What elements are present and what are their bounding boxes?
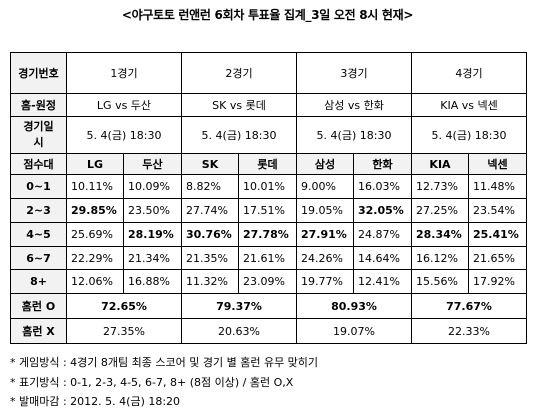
score-row: 6~7 22.29% 21.34% 21.35% 21.61% 24.26% 14.64% 1… [10, 245, 527, 271]
game-4-match: KIA vs 넥센 [411, 93, 527, 118]
note-game-method: * 게임방식 : 4경기 8개팀 최종 스코어 및 경기 별 홈런 유무 맞히기 [10, 356, 319, 369]
game-1-homerun-x: 27.35% [66, 318, 182, 344]
team-header-row: 점수대 LG 두산 SK 롯데 삼성 한화 KIA 넥센 [10, 153, 527, 176]
game-3-date: 5. 4(금) 18:30 [296, 116, 412, 155]
vote-rate-cell: 12.41% [353, 269, 412, 295]
game-number-label: 경기번호 [10, 51, 67, 95]
vote-rate-cell: 30.76% [181, 221, 239, 247]
note-notation: * 표기방식 : 0-1, 2-3, 4-5, 6-7, 8+ (8점 이상) … [10, 375, 294, 389]
game-3-homerun-x: 19.07% [296, 318, 412, 344]
vote-rate-cell: 29.85% [66, 198, 124, 223]
game-1-match: LG vs 두산 [66, 93, 182, 118]
score-range-cell: 0~1 [10, 174, 67, 199]
vote-rate-cell: 27.91% [296, 221, 354, 247]
vote-rate-cell: 14.64% [353, 245, 412, 271]
game-1-number: 1경기 [66, 51, 182, 95]
team-header: 두산 [123, 153, 182, 176]
vote-rate-cell: 19.77% [296, 269, 354, 295]
score-row: 0~1 10.11% 10.09% 8.82% 10.01% 9.00% 16.03% 12.… [10, 174, 527, 199]
game-3-match: 삼성 vs 한화 [296, 93, 412, 118]
team-header: 롯데 [238, 153, 297, 176]
date-row: 경기일시 5. 4(금) 18:30 5. 4(금) 18:30 5. 4(금)… [10, 116, 527, 155]
game-3-homerun-o: 80.93% [296, 293, 412, 320]
game-2-homerun-x: 20.63% [181, 318, 297, 344]
vote-rate-cell: 17.92% [468, 269, 527, 295]
team-header: KIA [411, 153, 469, 176]
team-header: 넥센 [468, 153, 527, 176]
vote-rate-table: 경기번호 1경기 2경기 3경기 4경기 홈-원정 LG vs 두산 SK vs… [10, 51, 527, 344]
vote-rate-cell: 21.34% [123, 245, 182, 271]
homerun-o-row: 홈런 O 72.65% 79.37% 80.93% 77.67% [10, 293, 527, 320]
vote-rate-cell: 24.87% [353, 221, 412, 247]
vote-rate-cell: 27.74% [181, 198, 239, 223]
vote-rate-cell: 24.26% [296, 245, 354, 271]
vote-rate-cell: 16.12% [411, 245, 469, 271]
vote-rate-cell: 22.29% [66, 245, 124, 271]
game-4-date: 5. 4(금) 18:30 [411, 116, 527, 155]
vote-rate-cell: 23.50% [123, 198, 182, 223]
game-1-homerun-o: 72.65% [66, 293, 182, 320]
vote-rate-cell: 15.56% [411, 269, 469, 295]
homerun-x-row: 홈런 X 27.35% 20.63% 19.07% 22.33% [10, 318, 527, 344]
score-range-label: 점수대 [10, 153, 67, 176]
game-number-row: 경기번호 1경기 2경기 3경기 4경기 [10, 51, 527, 95]
team-header: 삼성 [296, 153, 354, 176]
score-rows: 0~1 10.11% 10.09% 8.82% 10.01% 9.00% 16.03% 12.… [10, 174, 527, 295]
score-range-cell: 8+ [10, 269, 67, 295]
score-range-cell: 4~5 [10, 221, 67, 247]
home-away-label: 홈-원정 [10, 93, 67, 118]
vote-rate-cell: 27.25% [411, 198, 469, 223]
notes: * 게임방식 : 4경기 8개팀 최종 스코어 및 경기 별 홈런 유무 맞히기… [10, 353, 530, 412]
vote-rate-cell: 8.82% [181, 174, 239, 199]
game-2-homerun-o: 79.37% [181, 293, 297, 320]
score-range-cell: 2~3 [10, 198, 67, 223]
vote-rate-cell: 21.61% [238, 245, 297, 271]
game-4-homerun-o: 77.67% [411, 293, 527, 320]
homerun-o-label: 홈런 O [10, 293, 67, 320]
vote-rate-cell: 19.05% [296, 198, 354, 223]
vote-rate-cell: 11.32% [181, 269, 239, 295]
game-2-date: 5. 4(금) 18:30 [181, 116, 297, 155]
score-row: 2~3 29.85% 23.50% 27.74% 17.51% 19.05% 32.05% 2… [10, 198, 527, 223]
score-range-cell: 6~7 [10, 245, 67, 271]
vote-rate-cell: 27.78% [238, 221, 297, 247]
vote-rate-cell: 21.35% [181, 245, 239, 271]
vote-rate-cell: 10.01% [238, 174, 297, 199]
vote-rate-cell: 28.34% [411, 221, 469, 247]
homerun-x-label: 홈런 X [10, 318, 67, 344]
page-title: <야구토토 런앤런 6회차 투표율 집계_3일 오전 8시 현재> [121, 8, 414, 22]
home-away-row: 홈-원정 LG vs 두산 SK vs 롯데 삼성 vs 한화 KIA vs 넥… [10, 93, 527, 118]
score-row: 8+ 12.06% 16.88% 11.32% 23.09% 19.77% 12.41% 15… [10, 269, 527, 295]
team-header: 한화 [353, 153, 412, 176]
game-3-number: 3경기 [296, 51, 412, 95]
team-header: SK [181, 153, 239, 176]
vote-rate-cell: 23.54% [468, 198, 527, 223]
date-label: 경기일시 [10, 116, 67, 155]
vote-rate-cell: 17.51% [238, 198, 297, 223]
vote-rate-cell: 10.11% [66, 174, 124, 199]
game-4-homerun-x: 22.33% [411, 318, 527, 344]
vote-rate-cell: 25.69% [66, 221, 124, 247]
game-2-number: 2경기 [181, 51, 297, 95]
vote-rate-cell: 23.09% [238, 269, 297, 295]
vote-rate-cell: 12.73% [411, 174, 469, 199]
game-4-number: 4경기 [411, 51, 527, 95]
note-deadline: * 발매마감 : 2012. 5. 4(금) 18:20 [10, 395, 181, 408]
vote-rate-cell: 16.03% [353, 174, 412, 199]
vote-rate-cell: 11.48% [468, 174, 527, 199]
vote-rate-cell: 28.19% [123, 221, 182, 247]
game-2-match: SK vs 롯데 [181, 93, 297, 118]
game-1-date: 5. 4(금) 18:30 [66, 116, 182, 155]
vote-rate-cell: 12.06% [66, 269, 124, 295]
vote-rate-cell: 32.05% [353, 198, 412, 223]
vote-rate-cell: 16.88% [123, 269, 182, 295]
vote-rate-cell: 10.09% [123, 174, 182, 199]
score-row: 4~5 25.69% 28.19% 30.76% 27.78% 27.91% 24.87% 2… [10, 221, 527, 247]
vote-rate-cell: 25.41% [468, 221, 527, 247]
vote-rate-cell: 21.65% [468, 245, 527, 271]
vote-rate-cell: 9.00% [296, 174, 354, 199]
team-header: LG [66, 153, 124, 176]
